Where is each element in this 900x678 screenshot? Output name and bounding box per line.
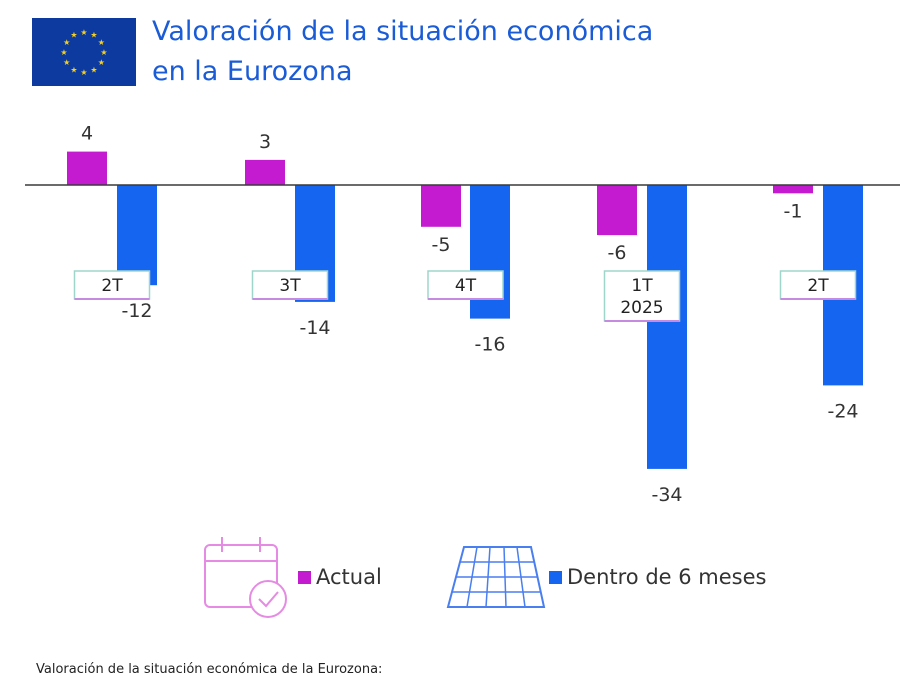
flag-star: ★ xyxy=(98,58,105,67)
category-box xyxy=(73,270,151,300)
category-label-text: 4T xyxy=(455,276,477,296)
category-label-text: 2025 xyxy=(620,298,663,318)
flag-star: ★ xyxy=(63,58,70,67)
category-box xyxy=(603,270,681,322)
footnote: Valoración de la situación económica de … xyxy=(36,662,383,677)
chart-title-line-2: en la Eurozona xyxy=(152,56,353,87)
data-label-future: -16 xyxy=(474,334,505,356)
flag-star: ★ xyxy=(100,48,107,57)
category-box xyxy=(779,270,857,300)
flag-star: ★ xyxy=(98,38,105,47)
category-label: 2T xyxy=(779,270,857,300)
category-label: 2T xyxy=(73,270,151,300)
bar-actual xyxy=(421,185,461,227)
category-label-text: 1T xyxy=(631,276,653,296)
bar-future xyxy=(647,185,687,469)
category-label-text: 2T xyxy=(807,276,829,296)
data-label-actual: 4 xyxy=(81,123,93,145)
flag-background xyxy=(32,18,136,86)
flag-star: ★ xyxy=(90,31,97,40)
data-label-actual: -1 xyxy=(784,200,803,222)
data-label-actual: -5 xyxy=(432,234,451,256)
bar-actual xyxy=(245,159,285,185)
data-label-future: -24 xyxy=(827,400,858,422)
bar-actual xyxy=(773,185,813,194)
flag-star: ★ xyxy=(80,28,87,37)
data-label-future: -14 xyxy=(299,317,330,339)
flag-star: ★ xyxy=(70,65,77,74)
category-label: 4T xyxy=(427,270,504,300)
bar-actual xyxy=(597,185,637,236)
category-label-text: 3T xyxy=(279,276,301,296)
bar-actual xyxy=(67,151,107,185)
flag-star: ★ xyxy=(90,65,97,74)
category-box xyxy=(251,270,329,300)
eu-flag-icon: ★ ★★★★★★★★★★★ xyxy=(32,18,136,86)
data-label-future: -34 xyxy=(651,484,682,506)
bar-future xyxy=(117,185,157,286)
chart-title-line-1: Valoración de la situación económica xyxy=(152,16,654,47)
category-label: 3T xyxy=(251,270,329,300)
data-labels: 4 -12 3 -14 -5 -16 -6 -34 -1 -24 xyxy=(81,123,859,506)
flag-star: ★ xyxy=(80,68,87,77)
category-label-text: 2T xyxy=(101,276,123,296)
data-label-actual: 3 xyxy=(259,131,271,153)
flag-star: ★ xyxy=(60,48,67,57)
flag-star: ★ xyxy=(63,38,70,47)
flag-star: ★ xyxy=(70,31,77,40)
data-label-actual: -6 xyxy=(608,242,627,264)
data-label-future: -12 xyxy=(121,300,152,322)
bars xyxy=(67,151,863,469)
